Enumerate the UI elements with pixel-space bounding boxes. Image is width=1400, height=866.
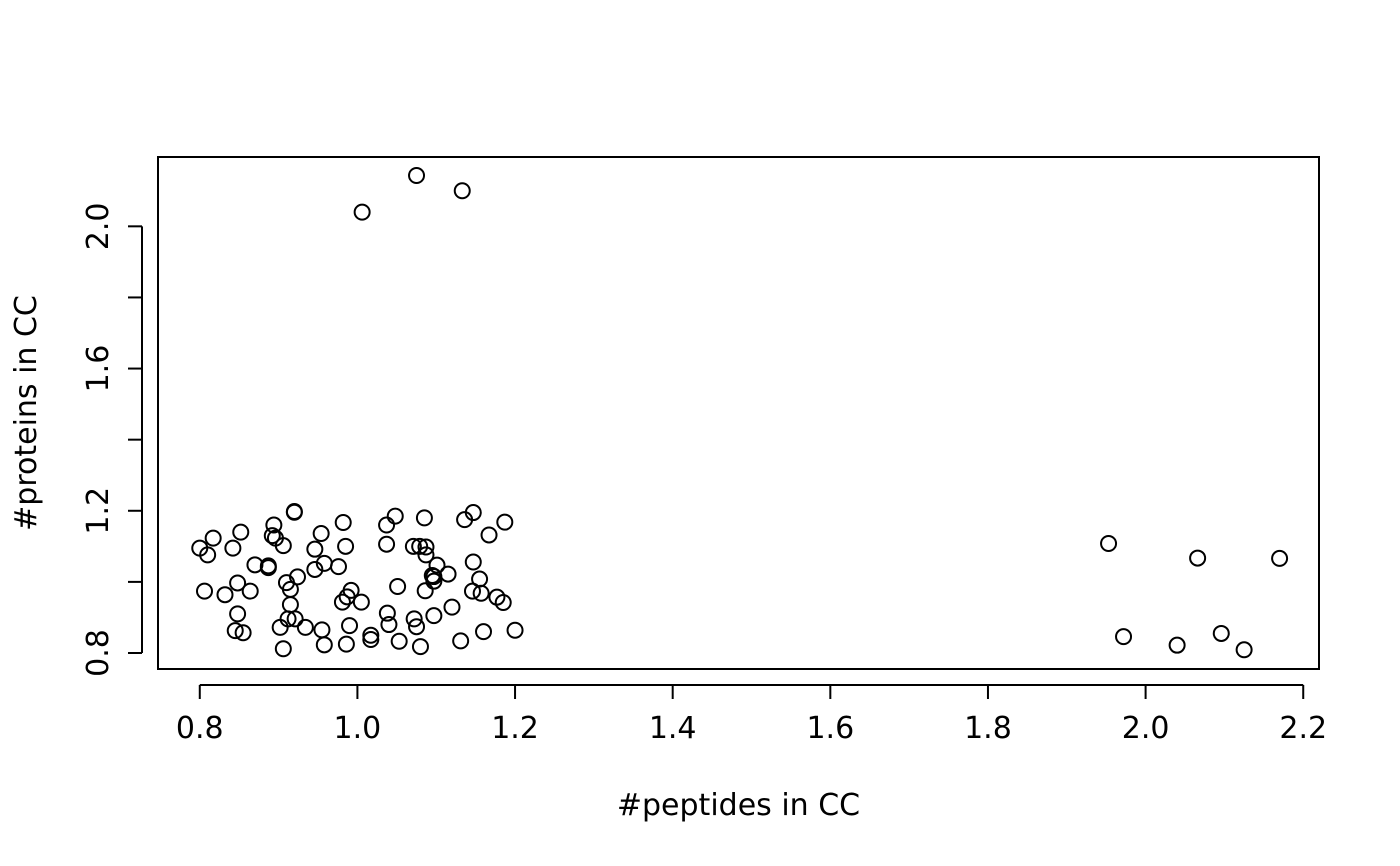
data-point xyxy=(472,584,490,602)
data-point xyxy=(289,568,307,586)
data-point xyxy=(404,537,422,555)
plot-frame xyxy=(157,156,1320,670)
data-point xyxy=(232,523,250,541)
data-point xyxy=(338,588,356,606)
data-point xyxy=(1189,549,1207,567)
data-point xyxy=(380,616,398,634)
data-point xyxy=(274,537,292,555)
data-point xyxy=(313,621,331,639)
data-point xyxy=(306,540,324,558)
data-point xyxy=(428,556,446,574)
data-point xyxy=(453,182,471,200)
data-point xyxy=(337,635,355,653)
data-point xyxy=(439,565,457,583)
data-point xyxy=(471,570,489,588)
data-point xyxy=(506,621,524,639)
data-point xyxy=(263,527,281,545)
x-tick-label: 0.8 xyxy=(176,711,224,746)
data-point xyxy=(315,636,333,654)
data-points xyxy=(191,166,1289,659)
x-axis: 0.8 1.0 1.2 1.4 1.6 1.8 2.0 2.2 xyxy=(176,684,1327,746)
data-point xyxy=(494,594,512,612)
data-point xyxy=(405,610,423,628)
data-point xyxy=(411,537,429,555)
x-tick-label: 2.2 xyxy=(1279,711,1327,746)
data-point xyxy=(1100,534,1118,552)
data-point xyxy=(334,514,352,532)
data-point xyxy=(496,513,514,531)
data-point xyxy=(386,507,404,525)
y-axis-label: #proteins in CC xyxy=(9,295,44,531)
data-point xyxy=(389,578,407,596)
data-point xyxy=(353,203,371,221)
data-point xyxy=(480,526,498,544)
data-point xyxy=(1235,641,1253,659)
data-point xyxy=(416,582,434,600)
data-point xyxy=(464,504,482,522)
data-point xyxy=(425,607,443,625)
x-tick-label: 2.0 xyxy=(1122,711,1170,746)
data-point xyxy=(229,605,247,623)
data-point xyxy=(234,624,252,642)
data-point xyxy=(352,593,370,611)
data-point xyxy=(333,593,351,611)
data-point xyxy=(378,535,396,553)
data-point xyxy=(229,574,247,592)
data-point xyxy=(286,610,304,628)
data-point xyxy=(224,539,242,557)
data-point xyxy=(415,509,433,527)
data-point xyxy=(378,604,396,622)
data-point xyxy=(226,622,244,640)
data-point xyxy=(362,630,380,648)
data-point xyxy=(408,618,426,636)
data-point xyxy=(408,166,426,184)
data-point xyxy=(281,596,299,614)
data-point xyxy=(1115,628,1133,646)
data-point xyxy=(362,626,380,644)
y-axis: 0.8 1.2 1.6 2.0 xyxy=(81,202,143,677)
data-point xyxy=(306,560,324,578)
data-point xyxy=(1271,549,1289,567)
y-tick-label: 2.0 xyxy=(81,202,116,250)
data-point xyxy=(417,538,435,556)
x-tick-label: 1.2 xyxy=(491,711,539,746)
data-point xyxy=(216,586,234,604)
data-point xyxy=(425,572,443,590)
y-tick-label: 1.2 xyxy=(81,487,116,535)
x-tick-label: 1.4 xyxy=(649,711,697,746)
data-point xyxy=(199,546,217,564)
data-point xyxy=(1212,624,1230,642)
data-point xyxy=(378,516,396,534)
data-point xyxy=(259,559,277,577)
data-point xyxy=(475,623,493,641)
data-point xyxy=(411,638,429,656)
data-point xyxy=(1168,636,1186,654)
data-point xyxy=(390,632,408,650)
y-tick-label: 1.6 xyxy=(81,345,116,393)
x-tick-label: 1.8 xyxy=(964,711,1012,746)
data-point xyxy=(452,632,470,650)
data-point xyxy=(341,617,359,635)
data-point xyxy=(337,537,355,555)
y-tick-label: 0.8 xyxy=(81,629,116,677)
data-point xyxy=(312,525,330,543)
data-point xyxy=(274,640,292,658)
data-point xyxy=(271,618,289,636)
data-point xyxy=(285,503,303,521)
data-point xyxy=(265,516,283,534)
data-point xyxy=(329,558,347,576)
data-point xyxy=(417,546,435,564)
x-tick-label: 1.0 xyxy=(334,711,382,746)
x-tick-label: 1.6 xyxy=(806,711,854,746)
x-axis-label: #peptides in CC xyxy=(617,788,860,823)
data-point xyxy=(241,582,259,600)
data-point xyxy=(196,582,214,600)
data-point xyxy=(296,618,314,636)
data-point xyxy=(464,553,482,571)
data-point xyxy=(204,529,222,547)
data-point xyxy=(443,598,461,616)
